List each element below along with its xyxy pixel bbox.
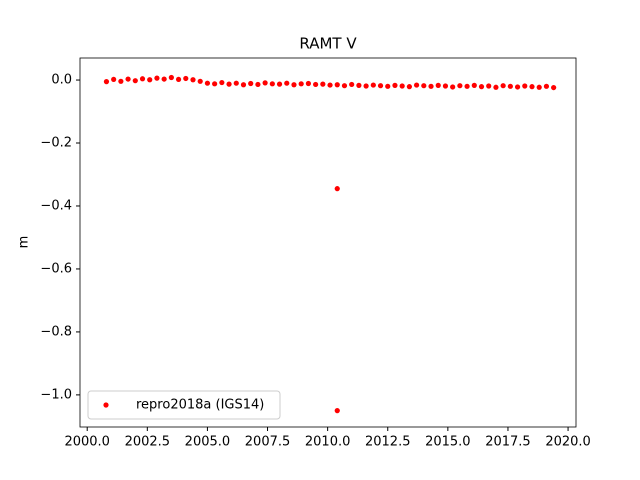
y-tick-label: −0.4 <box>40 198 72 213</box>
point <box>248 80 254 87</box>
point <box>320 81 326 87</box>
point <box>139 76 146 82</box>
x-tick-label: 2005.0 <box>185 435 231 450</box>
point <box>219 79 225 86</box>
y-tick-label: −0.2 <box>40 136 72 151</box>
chart-title: RAMT V <box>299 35 357 53</box>
point <box>168 74 174 81</box>
x-tick-label: 2012.5 <box>365 435 411 450</box>
point <box>262 80 268 86</box>
plot-frame <box>79 57 577 428</box>
point <box>500 83 506 89</box>
point <box>536 84 542 90</box>
x-tick-label: 2017.5 <box>485 435 531 450</box>
point <box>478 84 485 90</box>
point <box>190 77 196 83</box>
point <box>118 78 124 84</box>
point <box>392 82 398 88</box>
point <box>442 83 449 89</box>
point <box>428 83 434 89</box>
y-axis-label: m <box>17 236 32 249</box>
point <box>363 83 369 89</box>
y-tick-label: −0.6 <box>40 261 72 276</box>
point <box>413 82 420 88</box>
point <box>385 83 391 89</box>
point <box>255 81 261 88</box>
point <box>486 83 492 89</box>
point <box>514 84 521 90</box>
y-tick-label: 0.0 <box>51 73 72 88</box>
x-tick-label: 2020.0 <box>545 435 591 450</box>
point <box>529 84 535 90</box>
point <box>183 75 189 82</box>
point <box>175 76 182 83</box>
y-tick-label: −0.8 <box>40 324 72 339</box>
x-tick-label: 2015.0 <box>425 435 471 450</box>
point <box>269 81 275 87</box>
point <box>111 76 117 83</box>
point <box>291 82 297 88</box>
point <box>493 84 499 90</box>
x-tick-label: 2002.5 <box>125 435 171 450</box>
point <box>305 80 312 87</box>
point <box>276 81 283 87</box>
point <box>212 81 218 87</box>
x-tick-label: 2010.0 <box>305 435 351 450</box>
point <box>471 82 477 88</box>
point <box>507 83 513 89</box>
point <box>327 82 333 88</box>
legend-marker <box>103 402 109 408</box>
point <box>226 81 232 87</box>
point <box>334 186 340 192</box>
legend-box <box>87 390 281 420</box>
point <box>154 75 160 81</box>
point <box>543 83 550 89</box>
point <box>284 80 290 86</box>
point <box>435 82 441 88</box>
x-tick-label: 2007.5 <box>245 435 291 450</box>
point <box>334 408 340 414</box>
y-tick-label: −1.0 <box>40 387 72 402</box>
point <box>457 83 463 89</box>
point <box>147 77 153 83</box>
point <box>421 83 427 89</box>
point <box>370 82 376 88</box>
point <box>377 83 384 89</box>
point <box>464 83 470 89</box>
point <box>334 82 340 88</box>
point <box>298 81 304 87</box>
point <box>125 76 131 82</box>
point <box>399 83 405 89</box>
point <box>450 84 456 90</box>
point <box>204 80 211 86</box>
point <box>313 81 319 88</box>
point <box>103 79 110 85</box>
point <box>522 83 528 89</box>
point <box>349 81 355 88</box>
x-tick-label: 2000.0 <box>64 435 110 450</box>
point <box>341 83 348 89</box>
point <box>356 82 362 88</box>
point <box>161 76 167 82</box>
legend-label: repro2018a (IGS14) <box>136 398 264 413</box>
point <box>240 82 247 88</box>
point <box>233 80 239 86</box>
point <box>406 84 412 90</box>
point <box>132 78 138 84</box>
point <box>197 78 203 84</box>
point <box>551 84 557 91</box>
